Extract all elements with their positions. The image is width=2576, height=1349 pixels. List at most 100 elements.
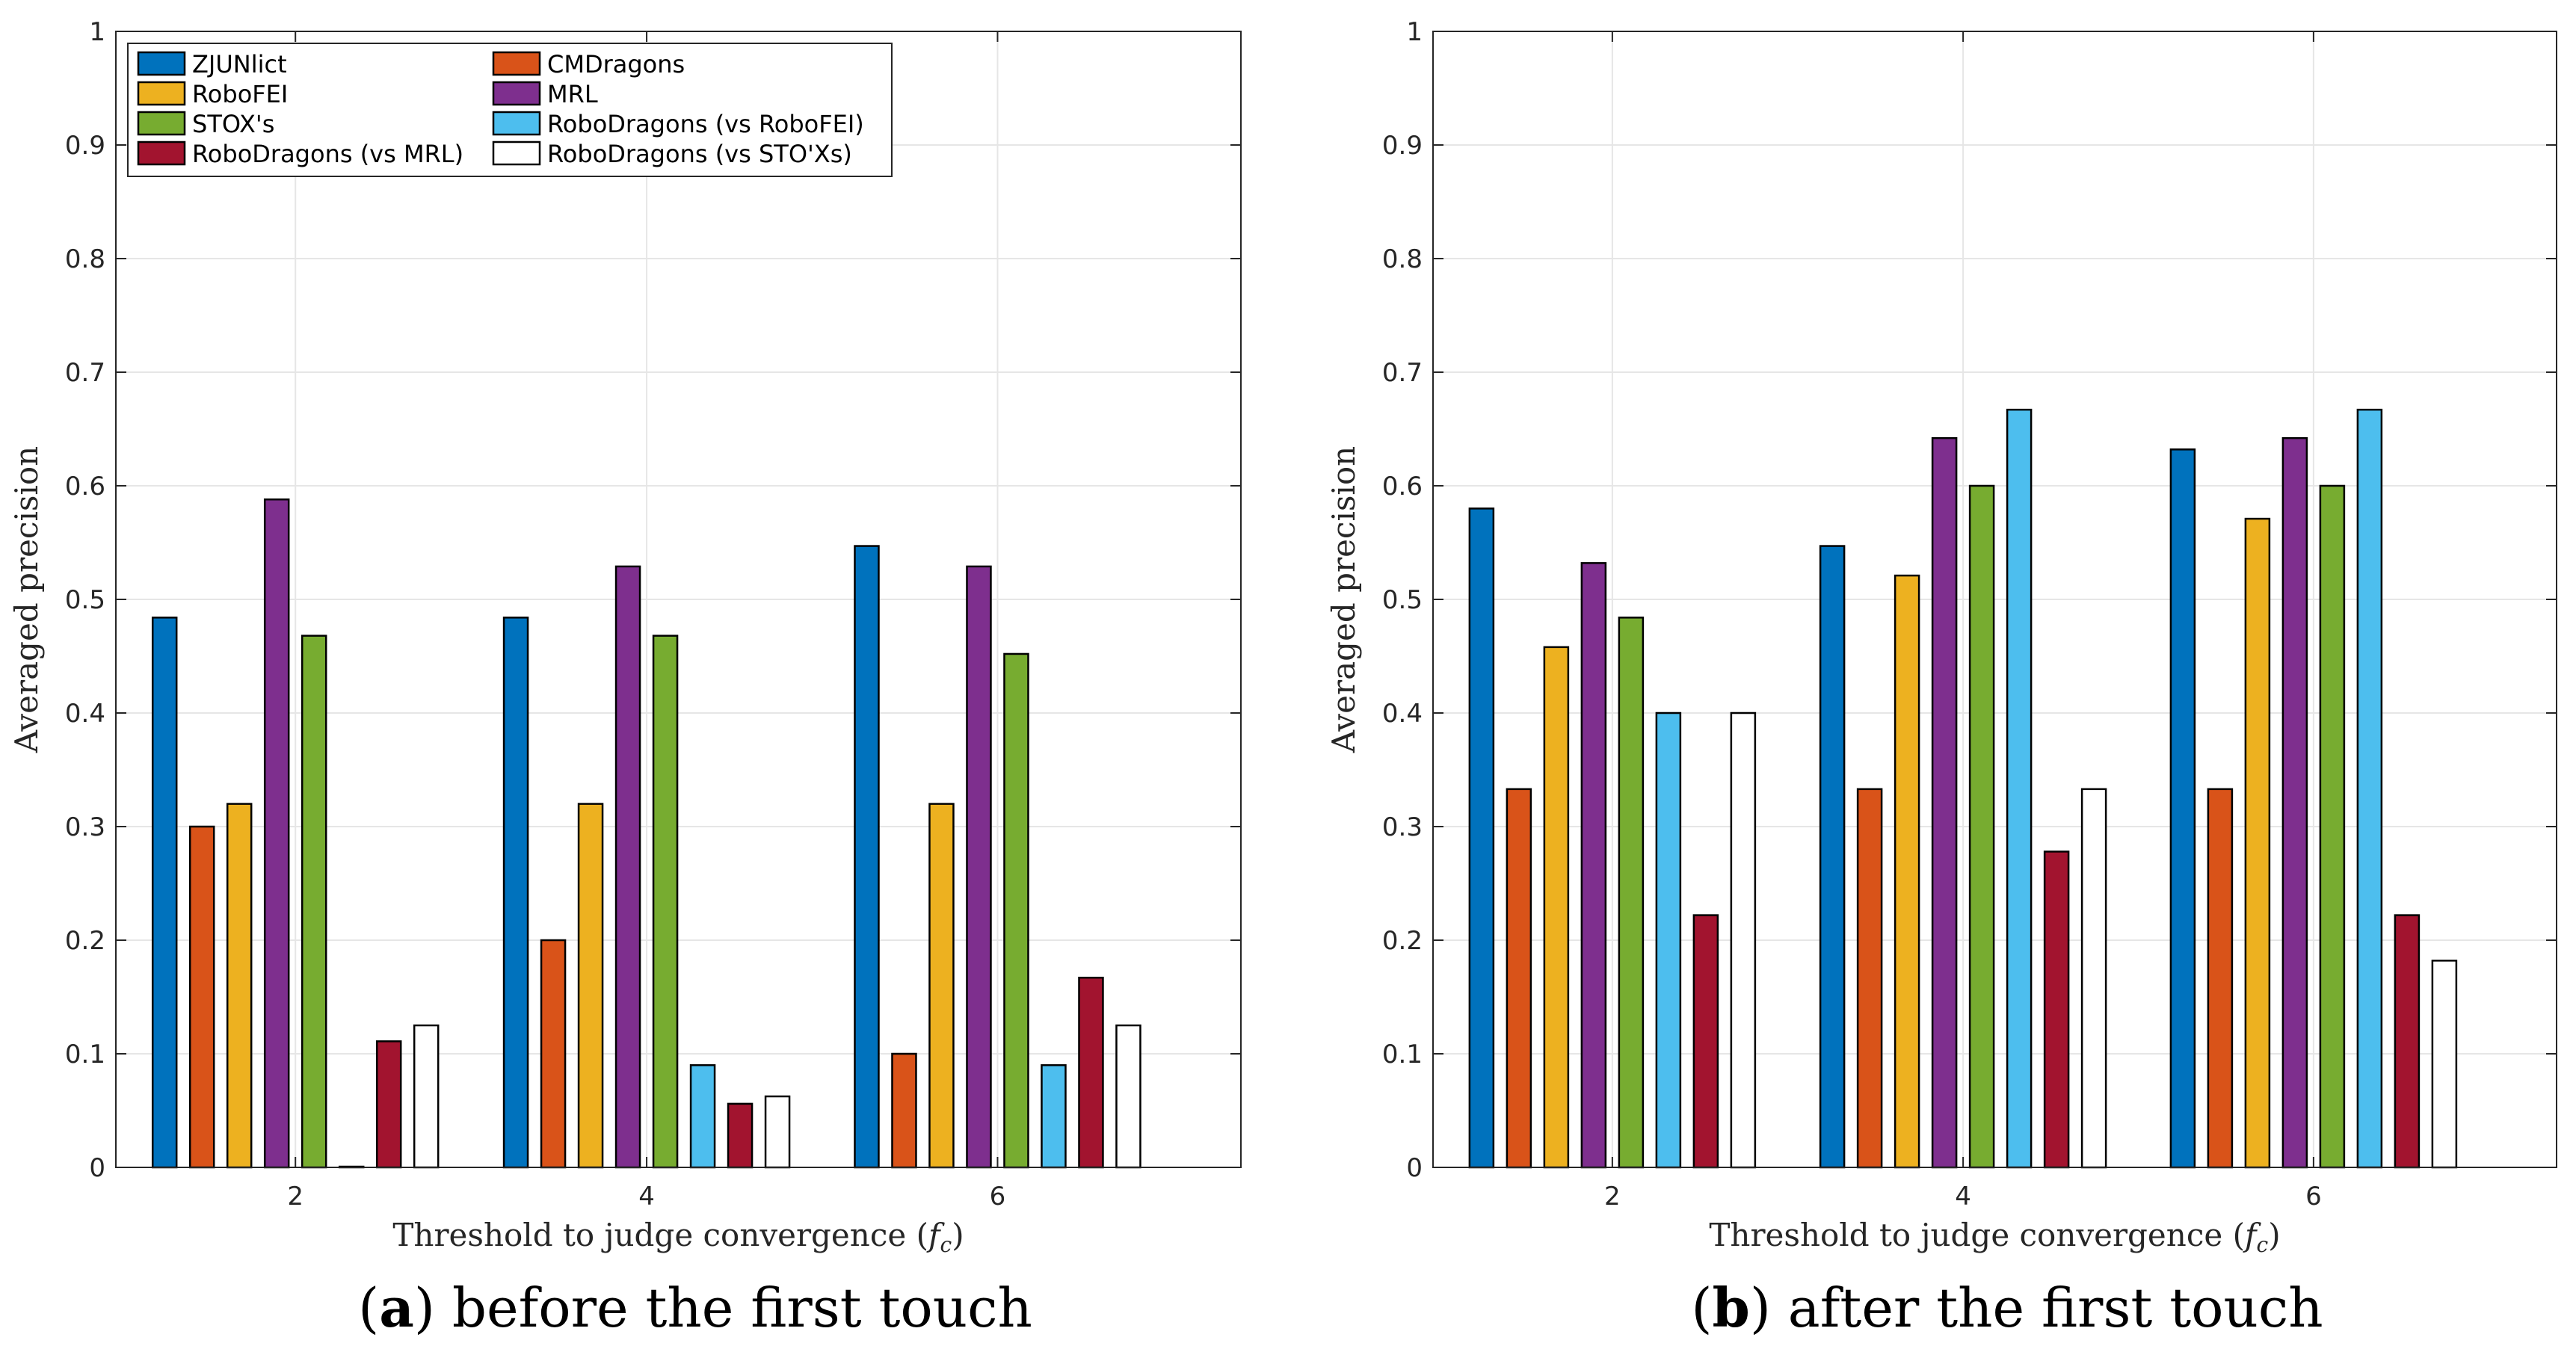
bar-mrl-4 <box>614 565 641 1169</box>
bar-robofei-2 <box>226 803 253 1169</box>
x-axis-title-subscript: c <box>2257 1232 2269 1257</box>
bar-zjunlict-6 <box>854 545 880 1169</box>
bar-stox-s-6 <box>2319 484 2346 1169</box>
x-axis-title-text: Threshold to judge convergence ( <box>392 1217 928 1253</box>
bar-robodragons-vs-robofei--4 <box>689 1064 716 1169</box>
x-axis-title: Threshold to judge convergence (fc) <box>1709 1217 2280 1257</box>
caption: (b) after the first touch <box>1691 1276 2323 1339</box>
bar-robodragons-vs-robofei--6 <box>2356 408 2383 1169</box>
y-tick-label: 0.6 <box>1382 472 1423 501</box>
legend-label-robodragons-vs-robofei-: RoboDragons (vs RoboFEI) <box>547 110 864 138</box>
bar-stox-s-4 <box>1968 484 1995 1169</box>
bar-robofei-4 <box>1894 574 1920 1169</box>
y-tick-label: 0.3 <box>65 812 105 842</box>
bar-stox-s-4 <box>652 635 679 1169</box>
bar-robodragons-vs-robofei--4 <box>2006 408 2033 1169</box>
bar-stox-s-2 <box>301 635 327 1169</box>
bar-robodragons-vs-mrl--4 <box>727 1102 754 1169</box>
bar-robodragons-vs-robofei--2 <box>1655 711 1682 1169</box>
bar-cmdragons-6 <box>891 1052 917 1169</box>
y-tick-label: 0.1 <box>65 1040 105 1069</box>
bar-robofei-6 <box>928 803 955 1169</box>
bar-robodragons-vs-sto-xs--4 <box>2080 788 2107 1169</box>
y-tick-label: 0.5 <box>65 585 105 615</box>
y-tick-label: 0.9 <box>65 131 105 161</box>
legend-swatch-cmdragons <box>492 51 541 76</box>
bar-cmdragons-4 <box>540 939 567 1169</box>
bar-zjunlict-2 <box>151 617 178 1169</box>
y-tick-label: 0.6 <box>65 472 105 501</box>
bar-robodragons-vs-sto-xs--2 <box>413 1024 440 1169</box>
bar-robofei-2 <box>1543 646 1570 1169</box>
x-tick-label: 4 <box>1955 1182 1971 1211</box>
y-tick-label: 0.2 <box>1382 926 1423 956</box>
bar-mrl-4 <box>1931 436 1958 1169</box>
x-tick-label: 4 <box>638 1182 655 1211</box>
caption-paren-close: ) <box>414 1277 435 1339</box>
y-tick-label: 0 <box>89 1153 105 1183</box>
x-axis-title-subscript: c <box>940 1232 952 1257</box>
caption: (a) before the first touch <box>358 1276 1032 1339</box>
bar-robodragons-vs-mrl--2 <box>1692 914 1719 1169</box>
legend-label-stox-s: STOX's <box>192 110 274 138</box>
bar-stox-s-6 <box>1003 652 1029 1169</box>
caption-letter: b <box>1712 1276 1749 1339</box>
x-tick-label: 2 <box>1604 1182 1621 1211</box>
y-tick-label: 0.7 <box>65 358 105 388</box>
bar-cmdragons-6 <box>2207 788 2234 1169</box>
legend-label-robodragons-vs-sto-xs-: RoboDragons (vs STO'Xs) <box>547 140 852 168</box>
legend-label-robofei: RoboFEI <box>192 80 288 108</box>
y-tick-label: 0.8 <box>1382 244 1423 274</box>
bar-cmdragons-2 <box>1506 788 1532 1169</box>
y-tick-label: 0.4 <box>65 699 105 729</box>
y-tick-label: 0.4 <box>1382 699 1423 729</box>
caption-letter: a <box>379 1276 414 1339</box>
bar-cmdragons-2 <box>188 825 215 1169</box>
bar-zjunlict-6 <box>2169 448 2196 1169</box>
y-tick-label: 0.9 <box>1382 131 1423 161</box>
y-tick-label: 0 <box>1406 1153 1423 1183</box>
bar-robodragons-vs-sto-xs--6 <box>1115 1024 1141 1169</box>
caption-paren-open: ( <box>1691 1277 1712 1339</box>
bar-robodragons-vs-sto-xs--2 <box>1730 711 1757 1169</box>
y-tick-label: 1 <box>1406 17 1423 47</box>
chart-b: 0 0.1 0.2 0.3 0.4 0.5 0.6 0.7 0.8 0.9 1 2 4 6 Threshol… <box>1325 17 2557 1339</box>
bar-mrl-6 <box>966 565 992 1169</box>
legend-swatch-stox-s <box>137 111 186 136</box>
bar-zjunlict-4 <box>1819 545 1846 1169</box>
x-axis-title-close: ) <box>2268 1217 2280 1253</box>
bar-mrl-2 <box>263 498 290 1169</box>
legend-label-mrl: MRL <box>547 80 598 108</box>
y-axis-title: Averaged precision <box>8 446 45 753</box>
y-tick-label: 0.5 <box>1382 585 1423 615</box>
legend-swatch-robodragons-vs-sto-xs- <box>492 141 541 166</box>
y-axis-title: Averaged precision <box>1325 446 1362 753</box>
bar-robodragons-vs-mrl--4 <box>2043 851 2070 1169</box>
bar-stox-s-2 <box>1618 617 1645 1169</box>
bar-zjunlict-4 <box>502 617 529 1169</box>
bar-mrl-2 <box>1580 562 1607 1169</box>
legend-swatch-zjunlict <box>137 51 186 76</box>
legend-swatch-robodragons-vs-mrl- <box>137 141 186 166</box>
bar-robodragons-vs-mrl--2 <box>375 1040 402 1169</box>
y-tick-label: 1 <box>89 17 105 47</box>
bar-robofei-4 <box>577 803 604 1169</box>
bar-cmdragons-4 <box>1856 788 1883 1169</box>
legend: ZJUNlict CMDragons RoboFEI MRL STOX's RoboDra… <box>127 43 893 177</box>
caption-paren-close: ) <box>1750 1277 1771 1339</box>
x-axis-title-text: Threshold to judge convergence ( <box>1709 1217 2245 1253</box>
legend-swatch-robofei <box>137 81 186 106</box>
y-tick-label: 0.7 <box>1382 358 1423 388</box>
bar-robodragons-vs-mrl--6 <box>2394 914 2421 1169</box>
chart-a: 0 0.1 0.2 0.3 0.4 0.5 0.6 0.7 0.8 0.9 1 2 4 6 Threshol… <box>8 17 1242 1339</box>
y-tick-label: 0.8 <box>65 244 105 274</box>
bar-mrl-6 <box>2281 436 2308 1169</box>
legend-swatch-mrl <box>492 81 541 106</box>
bar-robofei-6 <box>2244 517 2271 1169</box>
x-axis-title: Threshold to judge convergence (fc) <box>392 1217 964 1257</box>
legend-label-cmdragons: CMDragons <box>547 50 685 78</box>
x-tick-label: 2 <box>287 1182 303 1211</box>
y-tick-label: 0.1 <box>1382 1040 1423 1069</box>
legend-label-zjunlict: ZJUNlict <box>192 50 287 78</box>
